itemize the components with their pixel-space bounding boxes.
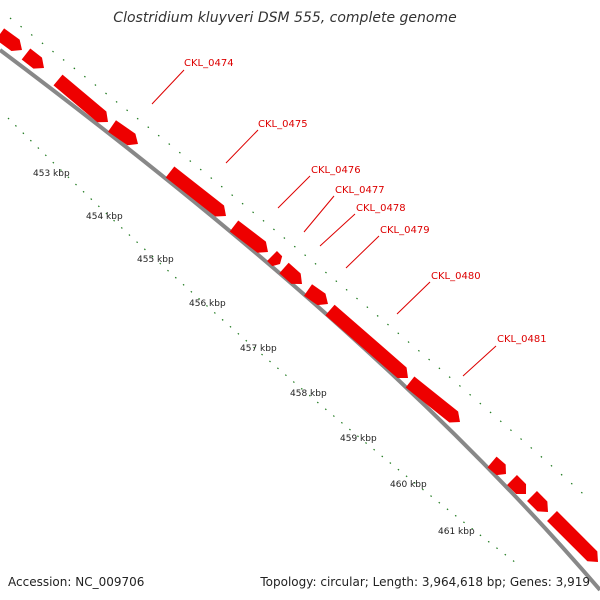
gene-arrow[interactable] (165, 166, 226, 217)
gene-arrow[interactable] (303, 284, 328, 306)
scale-label: 460 kbp (390, 480, 427, 490)
gene-label-ckl-0475[interactable]: CKL_0475 (258, 119, 308, 130)
gene-labels: CKL_0474 CKL_0475 CKL_0476 CKL_0477 CKL_… (184, 58, 547, 345)
gene-label-ckl-0478[interactable]: CKL_0478 (356, 203, 406, 214)
gene-arrow[interactable] (487, 456, 506, 476)
gene-label-ckl-0476[interactable]: CKL_0476 (311, 165, 361, 176)
scale-labels: 453 kbp 454 kbp 455 kbp 456 kbp 457 kbp … (33, 169, 475, 537)
scale-label: 455 kbp (137, 255, 174, 265)
gene-label-ckl-0474[interactable]: CKL_0474 (184, 58, 234, 69)
inner-scale-track (7, 117, 521, 567)
gene-arrow[interactable] (0, 28, 22, 51)
leader-line (303, 195, 335, 233)
scale-label: 454 kbp (86, 212, 123, 222)
gene-arrow[interactable] (547, 511, 598, 562)
leader-line (462, 345, 497, 377)
scale-label: 461 kbp (438, 527, 475, 537)
gene-arrow[interactable] (267, 251, 283, 267)
gene-label-ckl-0479[interactable]: CKL_0479 (380, 225, 430, 236)
gene-arrow[interactable] (108, 120, 138, 146)
genome-summary-text: Topology: circular; Length: 3,964,618 bp… (259, 575, 590, 589)
scale-label: 458 kbp (290, 389, 327, 399)
gene-arrow[interactable] (279, 262, 302, 284)
leader-line (319, 213, 356, 247)
gene-arrow[interactable] (405, 376, 460, 423)
scale-label: 456 kbp (189, 299, 226, 309)
gene-label-ckl-0477[interactable]: CKL_0477 (335, 185, 385, 196)
leader-line (151, 69, 185, 105)
leader-line (225, 129, 259, 164)
leader-line (277, 175, 311, 209)
gene-label-ckl-0480[interactable]: CKL_0480 (431, 271, 481, 282)
gene-arrow[interactable] (229, 220, 268, 253)
leader-line (345, 235, 380, 269)
scale-label: 457 kbp (240, 344, 277, 354)
gene-arrow[interactable] (53, 74, 108, 123)
leader-lines (151, 69, 497, 377)
gene-label-ckl-0481[interactable]: CKL_0481 (497, 334, 547, 345)
gene-arrow[interactable] (507, 475, 527, 495)
gene-blocks (0, 28, 598, 562)
scale-label: 459 kbp (340, 434, 377, 444)
leader-line (396, 281, 431, 315)
scale-label: 453 kbp (33, 169, 70, 179)
gene-arrow[interactable] (21, 48, 44, 69)
map-title: Clostridium kluyveri DSM 555, complete g… (113, 10, 456, 26)
genome-backbone (0, 48, 600, 592)
accession-text: Accession: NC_009706 (8, 575, 144, 589)
gene-arrow[interactable] (527, 491, 548, 512)
gene-arrow[interactable] (325, 304, 408, 379)
outer-tick-track (9, 17, 591, 501)
